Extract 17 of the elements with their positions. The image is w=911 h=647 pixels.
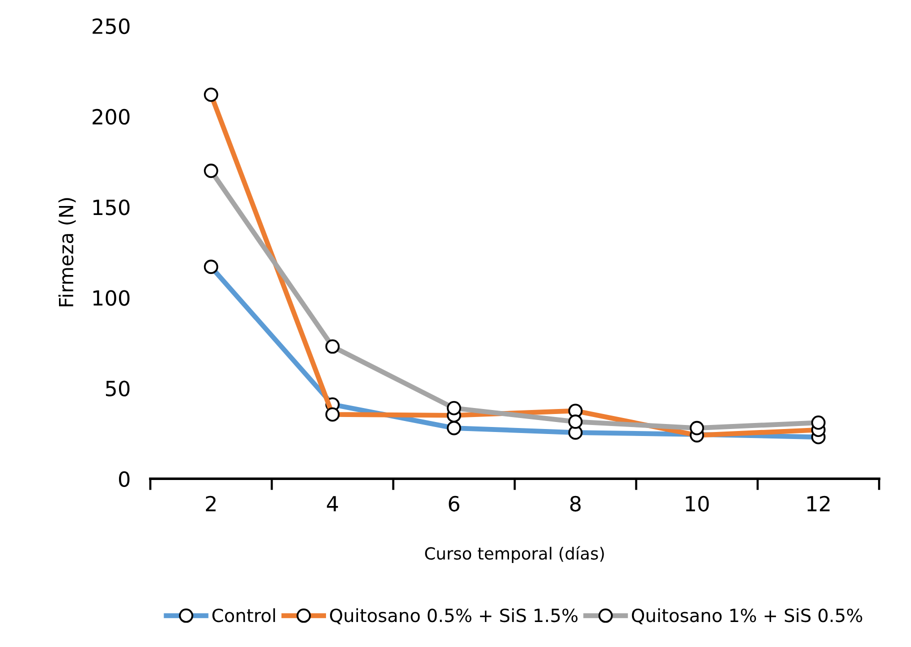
legend-label: Quitosano 1% + SiS 0.5%: [632, 608, 862, 624]
y-tick-label: 100: [93, 290, 130, 306]
legend-label: Control: [212, 608, 275, 622]
y-tick-label: 250: [92, 18, 130, 34]
x-tick-label: 6: [448, 496, 460, 512]
y-tick-label: 200: [92, 108, 130, 125]
y-axis-title: Firmeza (N): [58, 198, 76, 306]
y-tick-label: 50: [106, 380, 130, 396]
x-axis-title: Curso temporal (días): [425, 546, 604, 563]
x-tick-label: 2: [206, 496, 216, 512]
y-tick-label: 0: [118, 471, 130, 487]
x-tick-label: 10: [686, 496, 709, 512]
y-tick-label: 150: [93, 199, 130, 216]
legend-label: Quitosano 0.5% + SiS 1.5%: [330, 608, 578, 624]
x-tick-label: 12: [807, 496, 830, 512]
x-tick-label: 8: [570, 496, 581, 512]
x-tick-label: 4: [326, 496, 338, 512]
